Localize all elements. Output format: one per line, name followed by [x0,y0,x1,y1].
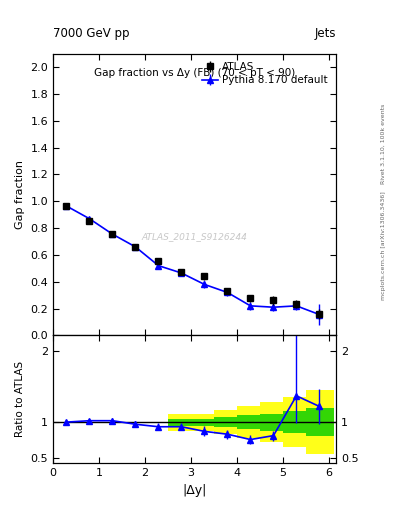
Bar [168,414,191,431]
Bar [214,417,237,427]
Bar [283,412,306,433]
Bar [283,397,306,447]
Bar [191,414,214,431]
Bar [306,390,334,454]
X-axis label: |Δy|: |Δy| [182,484,207,497]
Text: mcplots.cern.ch [arXiv:1306.3436]: mcplots.cern.ch [arXiv:1306.3436] [381,191,386,300]
Text: 7000 GeV pp: 7000 GeV pp [53,27,130,40]
Text: ATLAS_2011_S9126244: ATLAS_2011_S9126244 [141,232,248,241]
Bar [214,410,237,434]
Bar [260,402,283,442]
Bar [237,407,260,438]
Y-axis label: Ratio to ATLAS: Ratio to ATLAS [15,361,25,437]
Text: Jets: Jets [314,27,336,40]
Bar [191,419,214,425]
Bar [260,414,283,431]
Bar [168,419,191,425]
Text: Gap fraction vs Δy (FB) (70 < pT < 90): Gap fraction vs Δy (FB) (70 < pT < 90) [94,68,295,78]
Bar [306,408,334,436]
Legend: ATLAS, Pythia 8.170 default: ATLAS, Pythia 8.170 default [199,59,331,89]
Y-axis label: Gap fraction: Gap fraction [15,160,25,229]
Bar [237,415,260,429]
Text: Rivet 3.1.10, 100k events: Rivet 3.1.10, 100k events [381,103,386,183]
